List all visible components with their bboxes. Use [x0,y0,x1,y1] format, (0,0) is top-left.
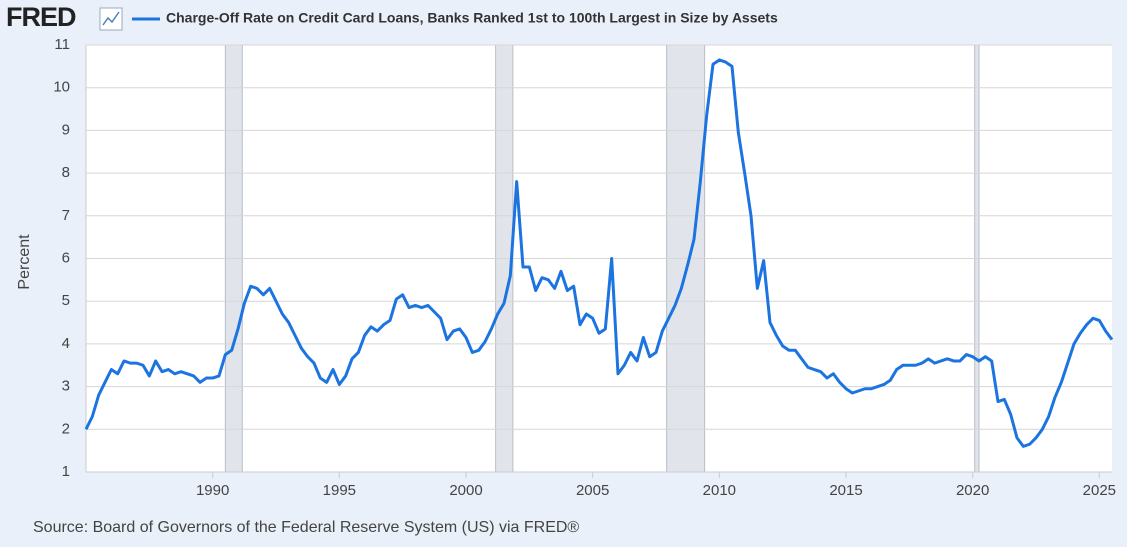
x-tick-label: 2020 [956,482,989,499]
y-tick-label: 5 [62,292,70,309]
y-tick-label: 7 [62,207,70,224]
y-tick-label: 10 [53,79,70,96]
y-tick-label: 11 [54,36,70,53]
y-tick-label: 3 [62,378,70,395]
x-tick-label: 1995 [323,482,356,499]
y-tick-label: 9 [62,121,70,138]
source: Source: Board of Governors of the Federa… [33,519,579,536]
y-tick-label: 1 [62,463,70,480]
x-tick-label: 2000 [449,482,482,499]
y-tick-label: 8 [62,164,70,181]
legend-label: Charge-Off Rate on Credit Card Loans, Ba… [166,10,778,26]
x-tick-label: 2010 [703,482,736,499]
y-tick-label: 4 [62,335,70,352]
x-tick-label: 1990 [196,482,229,499]
y-tick-label: 2 [62,420,70,437]
x-tick-label: 2025 [1083,482,1116,499]
y-tick-label: 6 [62,249,70,266]
x-tick-label: 2015 [829,482,862,499]
logo-icon [99,7,123,31]
series-line [84,58,1114,448]
y-axis-label: Percent [16,234,33,290]
logo: FRED [6,2,76,32]
x-tick-label: 2005 [576,482,609,499]
